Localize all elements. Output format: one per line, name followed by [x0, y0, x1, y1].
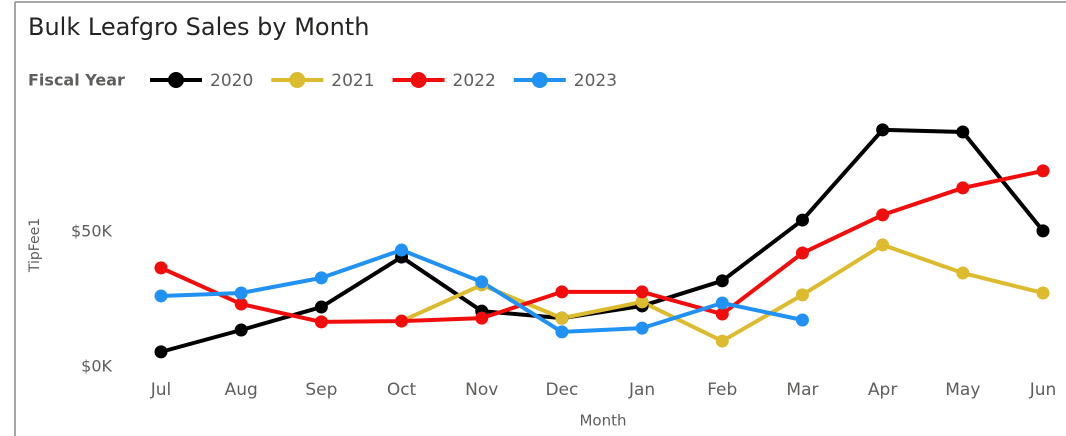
x-tick-label: Dec [545, 380, 578, 400]
legend-marker [410, 72, 427, 88]
data-point [956, 125, 970, 139]
data-point [635, 321, 649, 335]
x-tick-label: Aug [225, 380, 258, 400]
y-tick-label: $50K [71, 221, 113, 240]
data-point [234, 323, 248, 337]
legend-title: Fiscal Year [28, 71, 125, 90]
data-point [154, 261, 168, 275]
data-point [234, 297, 248, 311]
data-point [395, 314, 409, 328]
series-line [160, 168, 1044, 324]
legend-marker [531, 72, 548, 88]
x-tick-label: Jul [150, 380, 172, 400]
data-point [154, 289, 168, 303]
x-tick-label: May [945, 380, 980, 400]
data-point [475, 311, 489, 325]
legend-marker [168, 72, 184, 88]
data-point [314, 315, 328, 329]
data-point [314, 271, 328, 285]
data-point [876, 208, 890, 222]
data-point [876, 123, 890, 137]
data-point [234, 286, 248, 300]
data-point [555, 285, 569, 299]
data-point [1036, 286, 1050, 300]
data-point [154, 345, 168, 359]
x-tick-label: Jun [1029, 380, 1057, 400]
legend-marker [289, 72, 306, 88]
x-tick-label: Oct [387, 380, 417, 400]
data-point [555, 311, 569, 325]
data-point [1036, 164, 1050, 178]
y-axis-label: TipFee1 [27, 218, 43, 273]
x-tick-label: Apr [868, 380, 897, 400]
data-point [795, 246, 809, 260]
data-point [795, 288, 809, 302]
data-point [1036, 224, 1050, 238]
data-point [715, 296, 729, 310]
data-point [715, 307, 729, 321]
x-tick-label: Jan [628, 380, 655, 400]
chart-title: Bulk Leafgro Sales by Month [28, 13, 369, 41]
x-tick-label: Nov [465, 380, 498, 400]
legend-label: 2020 [210, 71, 253, 91]
data-point [715, 334, 729, 348]
legend-label: 2023 [574, 71, 617, 91]
y-tick-label: $0K [81, 357, 112, 376]
data-point [314, 300, 328, 314]
data-point [475, 275, 489, 289]
data-point [876, 238, 890, 252]
data-point [555, 325, 569, 339]
x-tick-label: Feb [707, 380, 737, 400]
data-point [795, 213, 809, 227]
legend-label: 2021 [331, 71, 374, 91]
legend-label: 2022 [453, 71, 496, 91]
x-axis-label: Month [579, 412, 626, 430]
data-point [395, 243, 409, 257]
data-point [795, 313, 809, 327]
x-tick-label: Mar [786, 380, 818, 400]
data-point [715, 274, 729, 288]
series-line [160, 127, 1045, 354]
data-point [956, 181, 970, 195]
x-tick-label: Sep [305, 380, 337, 400]
data-point [956, 266, 970, 280]
data-point [635, 285, 649, 299]
data-point [635, 295, 649, 309]
